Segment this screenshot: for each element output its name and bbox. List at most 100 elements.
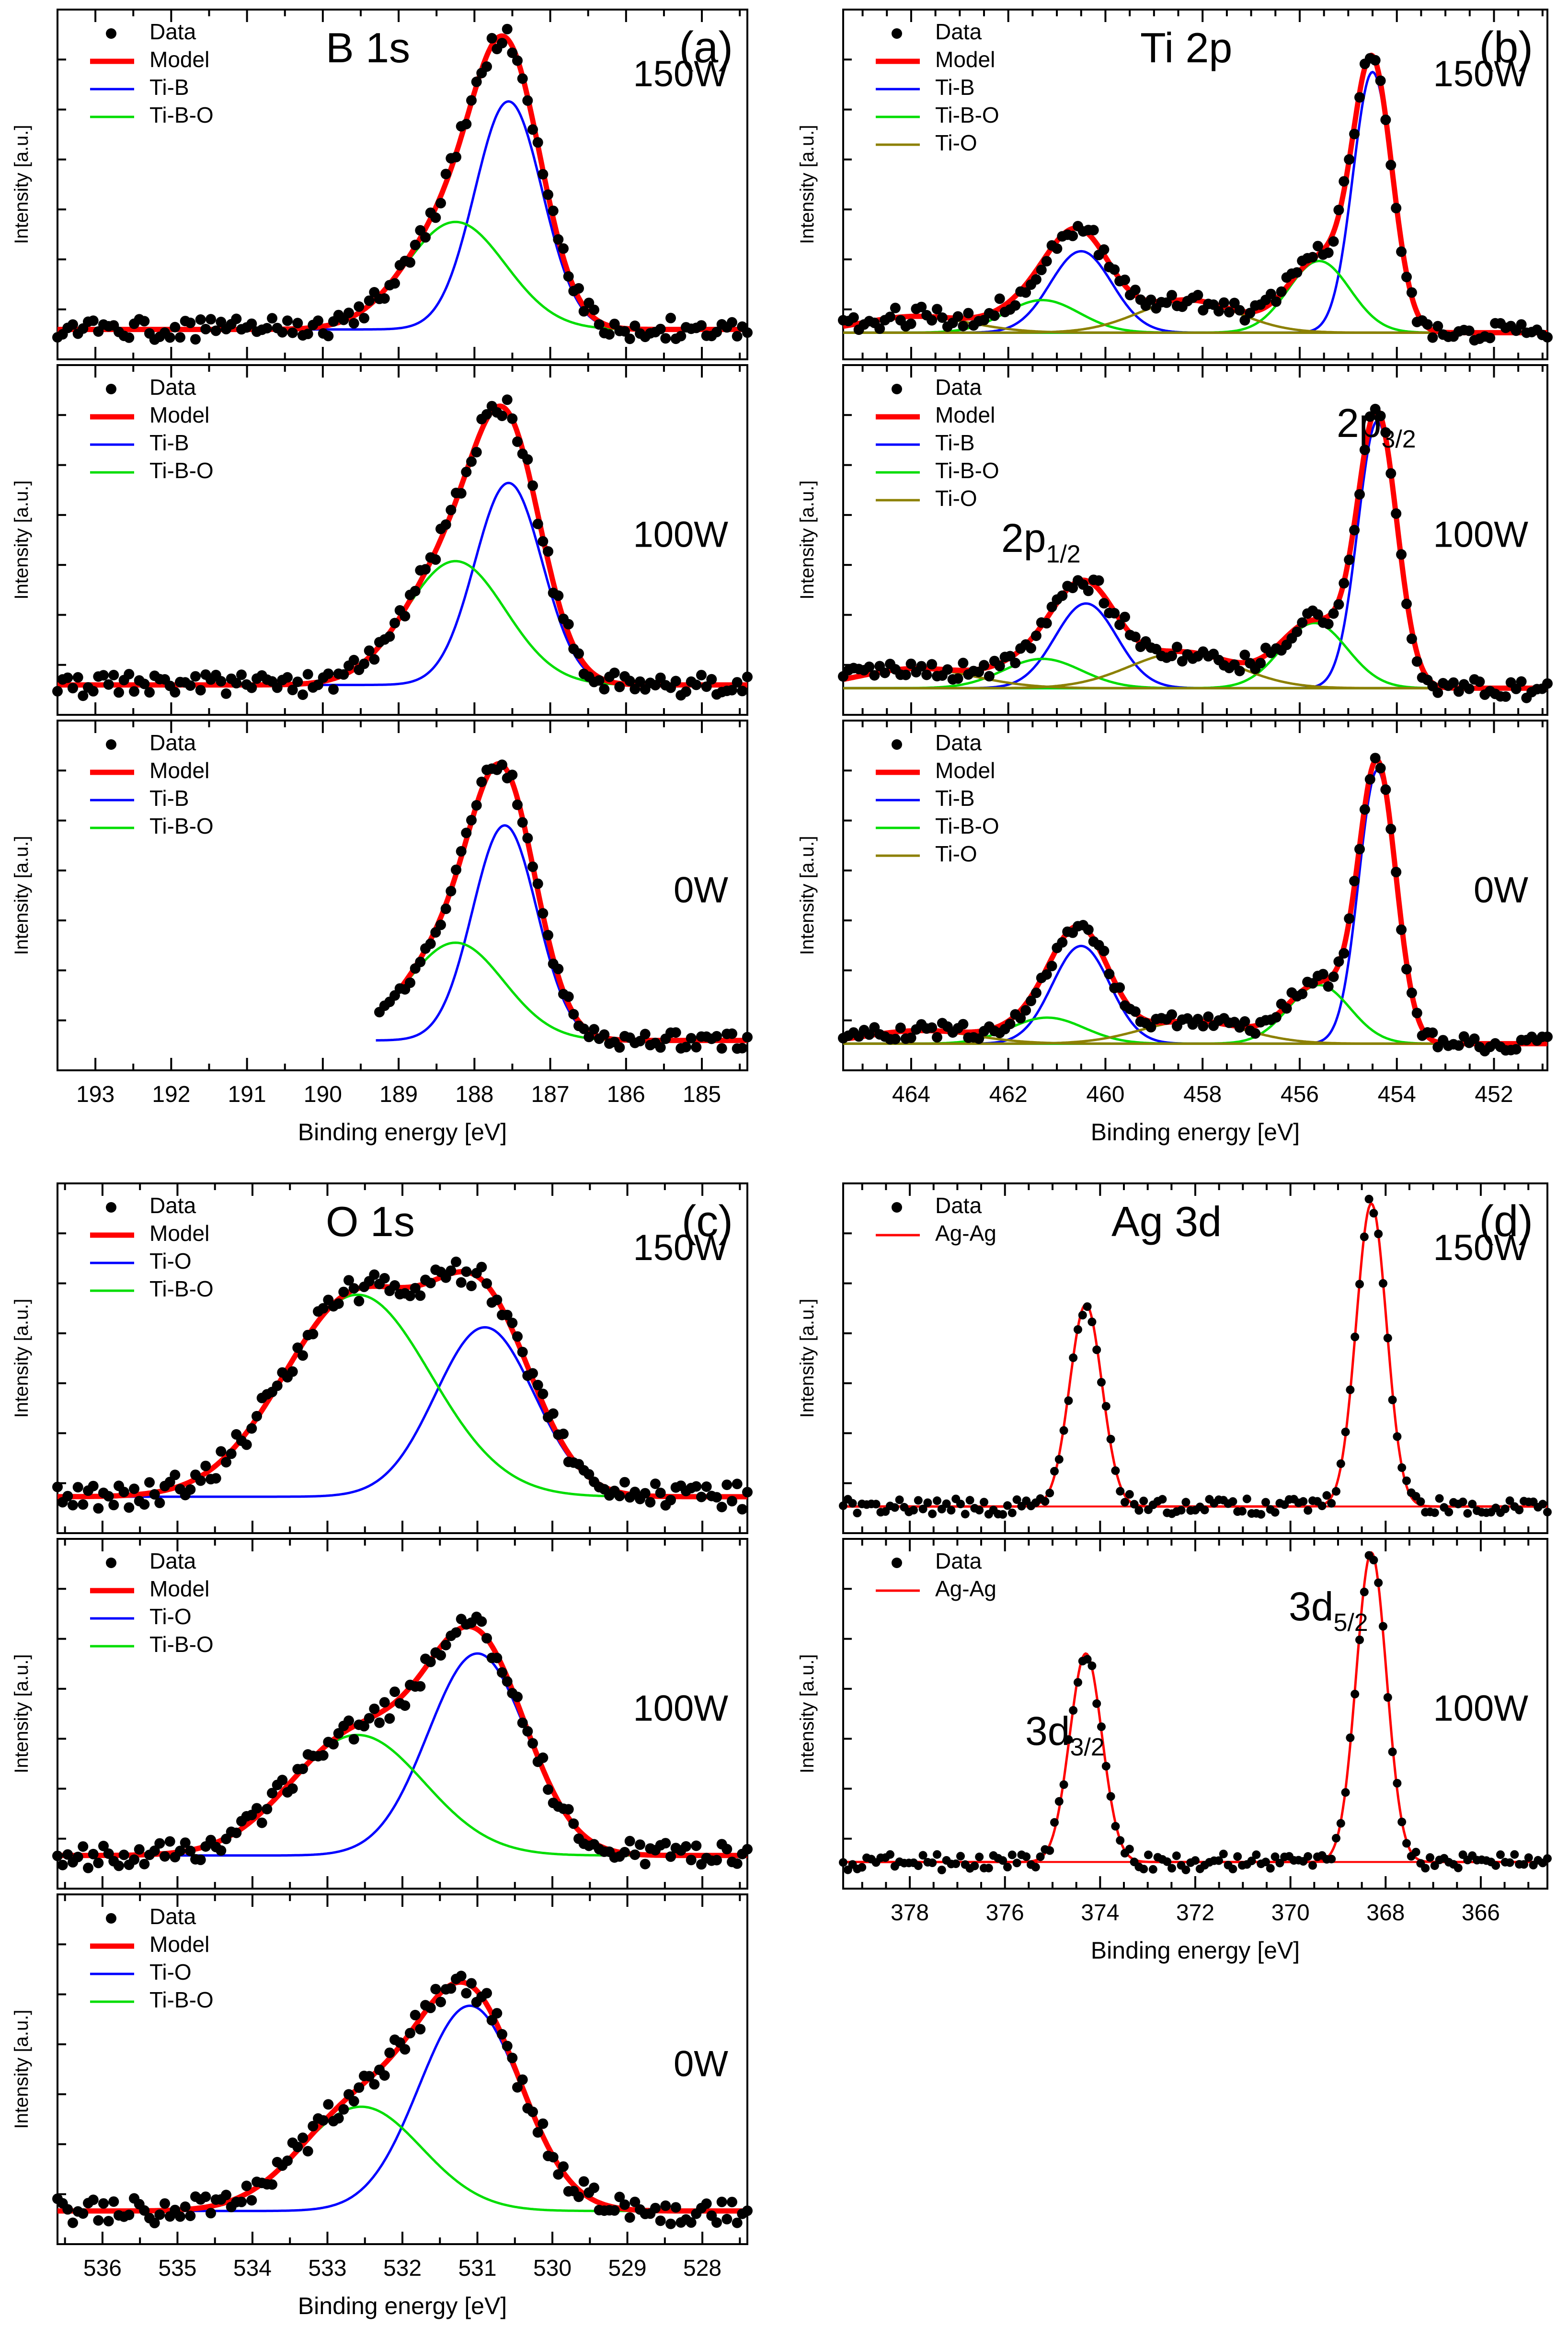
data-point [435,919,446,930]
data-point [629,1849,641,1860]
data-point [890,1503,899,1512]
power-label: 100W [633,1688,728,1729]
data-point [1198,1020,1209,1032]
legend-label: Ti-B-O [149,814,214,838]
data-point [1270,1012,1282,1023]
data-point [287,1783,298,1794]
data-point [1074,1678,1082,1687]
data-point [1355,1280,1364,1289]
data-point [1359,804,1370,815]
data-point [909,1506,918,1514]
data-point [1485,333,1496,344]
data-point [584,1032,595,1043]
data-point [236,2196,247,2207]
data-point [538,169,549,180]
data-point [1505,1858,1514,1867]
data-point [558,243,569,254]
x-axis-label: Binding energy [eV] [298,2293,507,2319]
data-point [118,1487,129,1498]
data-point [318,1750,329,1761]
data-point [1167,1864,1176,1873]
data-point [154,1497,165,1508]
data-point [298,2133,308,2143]
legend-label: Model [149,1221,209,1246]
data-point [461,1988,472,1999]
y-axis-label: Intensity [a.u.] [11,2009,32,2129]
data-point [1130,285,1141,296]
data-point [994,293,1005,304]
legend-marker-dot [892,1558,902,1568]
data-point [1242,1494,1251,1503]
data-point [1101,1762,1110,1771]
data-point [578,2176,589,2187]
data-point [1430,1508,1439,1517]
data-point [553,590,564,601]
data-point [410,240,421,251]
data-point [1074,1325,1082,1334]
data-point [62,672,73,683]
data-point [98,670,109,681]
x-tick-label: 190 [304,1082,342,1107]
data-point [1036,1852,1045,1861]
data-point [1203,1011,1214,1022]
data-point [568,1009,579,1020]
data-point [1323,981,1334,992]
data-point [139,2205,150,2216]
data-point [1464,325,1475,336]
data-point [1406,633,1417,644]
data-point [221,2190,231,2201]
data-point [538,2118,549,2129]
data-point [975,1852,984,1861]
data-point [190,334,201,345]
data-point [471,76,482,87]
legend-label: Ti-B [149,75,189,100]
legend-label: Ti-B-O [149,1987,214,2012]
data-point [1346,1385,1355,1394]
peak-label: 3d5/2 [1289,1584,1368,1637]
data-point [302,328,313,339]
data-point [573,648,584,659]
data-point [1177,1506,1186,1515]
data-point [839,1501,847,1510]
data-point [732,2217,743,2228]
data-point [364,295,375,306]
data-point [951,1859,961,1869]
data-point [1120,611,1130,622]
data-point [144,1477,155,1488]
y-axis-label: Intensity [a.u.] [797,1298,818,1418]
data-point [1393,1779,1402,1788]
plot-frame [57,720,748,1071]
data-point [732,331,743,342]
data-point [313,315,323,326]
data-point [62,1491,73,1502]
data-point [517,73,528,84]
data-point [379,293,390,304]
data-point [221,688,231,699]
data-point [1435,1494,1444,1503]
data-point [333,1728,344,1739]
x-tick-label: 464 [892,1082,930,1107]
data-point [1026,642,1036,654]
data-point [466,1281,477,1291]
data-point [1520,1860,1528,1869]
data-point [267,313,277,324]
data-point [1336,1819,1345,1828]
data-point [1515,1505,1524,1514]
data-point [895,1495,904,1504]
data-point [1250,1028,1261,1039]
data-point [379,1273,390,1284]
data-point [1328,608,1339,619]
panel-title: B 1s [326,24,410,71]
data-point [374,1717,385,1728]
data-point [532,878,543,889]
data-point [185,1484,196,1495]
data-point [410,1283,421,1294]
x-tick-label: 187 [531,1082,570,1107]
panel-c-svg: Intensity [a.u.] Data Model Ti-O Ti-B-O 150W O… [11,1182,753,2319]
data-point [236,669,247,680]
data-point [241,2180,252,2191]
data-point [1106,1434,1115,1444]
panel-c-o1s: Intensity [a.u.] Data Model Ti-O Ti-B-O 150W O… [0,1174,767,2338]
data-point [1022,1852,1031,1861]
